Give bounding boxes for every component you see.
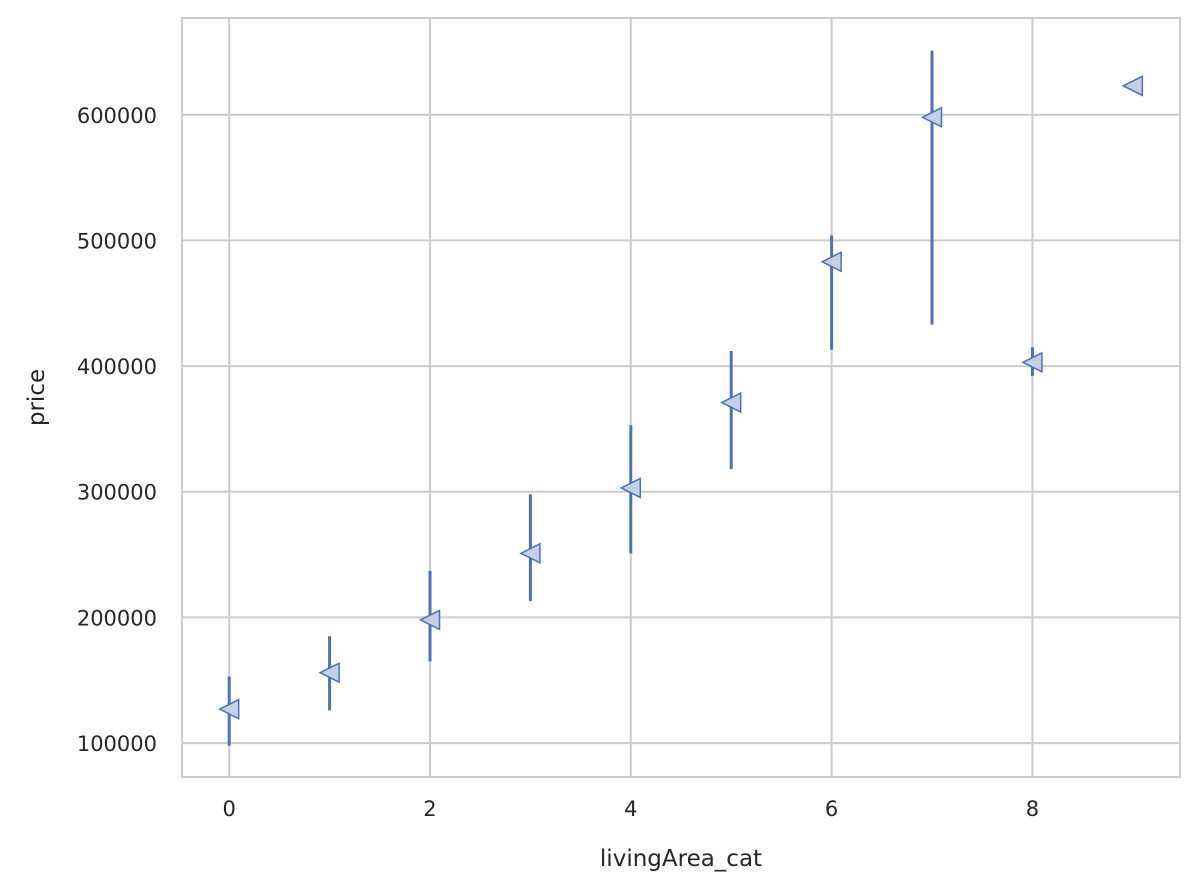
point-marker: [619, 477, 642, 499]
x-axis-label: livingArea_cat: [600, 846, 762, 872]
point-marker: [418, 609, 441, 631]
point-marker: [1021, 351, 1043, 374]
point-marker: [720, 391, 742, 414]
y-tick-labels: 100000 200000 300000 400000 500000 600000: [77, 104, 157, 756]
x-tick-label: 8: [1026, 797, 1039, 821]
x-tick-label: 6: [825, 797, 838, 821]
point-marker: [318, 661, 340, 684]
y-tick-label: 500000: [77, 229, 157, 253]
point-marker: [519, 542, 541, 565]
point-marker: [218, 698, 240, 720]
point-markers: [218, 75, 1144, 720]
y-tick-label: 400000: [77, 355, 157, 379]
x-tick-label: 0: [223, 797, 236, 821]
y-tick-label: 100000: [77, 732, 157, 756]
point-marker: [820, 251, 842, 273]
plot-frame: [181, 17, 1181, 778]
x-tick-label: 2: [423, 797, 436, 821]
error-bars: [227, 50, 1135, 746]
y-tick-label: 200000: [77, 606, 157, 630]
y-tick-label: 600000: [77, 104, 157, 128]
x-tick-label: 4: [624, 797, 637, 821]
y-tick-label: 300000: [77, 481, 157, 505]
x-tick-labels: 0 2 4 6 8: [223, 797, 1040, 821]
point-marker: [1121, 75, 1144, 97]
y-axis-label: price: [24, 369, 50, 426]
point-marker: [920, 106, 943, 128]
grid-lines: [182, 18, 1180, 777]
